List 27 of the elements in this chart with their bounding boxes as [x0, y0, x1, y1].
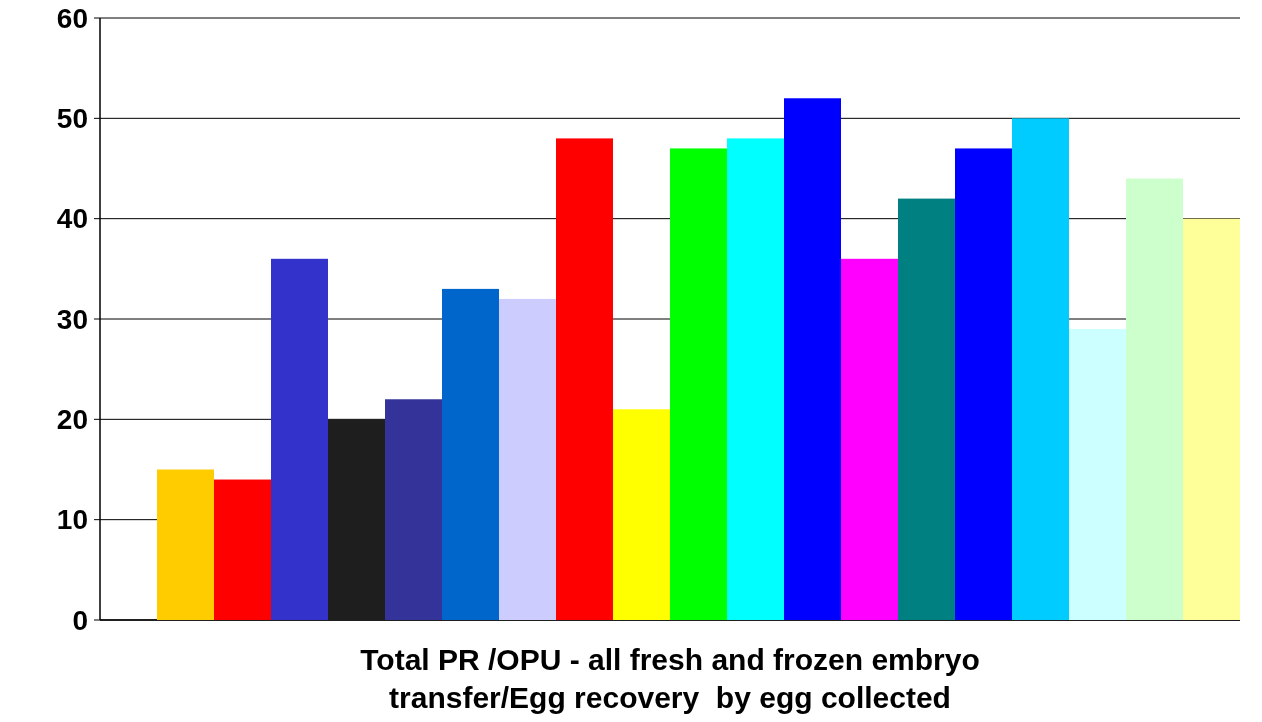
bar [442, 288, 499, 620]
bar [1069, 329, 1126, 620]
bar [1126, 178, 1183, 620]
y-tick-label: 40 [56, 203, 88, 235]
bar [727, 138, 784, 620]
y-tick-label: 30 [56, 303, 88, 335]
bar [385, 399, 442, 620]
y-tick-label: 60 [56, 2, 88, 34]
text: Total PR /OPU - all fresh and frozen embryo transfer/Egg recovery by egg collected [360, 643, 980, 714]
bar [955, 148, 1012, 620]
bar [841, 258, 898, 620]
bar [328, 419, 385, 620]
bar [1183, 218, 1240, 620]
y-tick-label: 0 [72, 604, 88, 636]
bar [898, 198, 955, 620]
bar [499, 298, 556, 620]
bar [157, 469, 214, 620]
y-tick-label: 50 [56, 103, 88, 135]
bar [556, 138, 613, 620]
y-tick-label: 10 [56, 504, 88, 536]
bar [613, 409, 670, 620]
bar [670, 148, 727, 620]
bar [271, 258, 328, 620]
bar [1012, 118, 1069, 620]
y-tick-label: 20 [56, 404, 88, 436]
bar [784, 98, 841, 620]
bar [214, 479, 271, 620]
